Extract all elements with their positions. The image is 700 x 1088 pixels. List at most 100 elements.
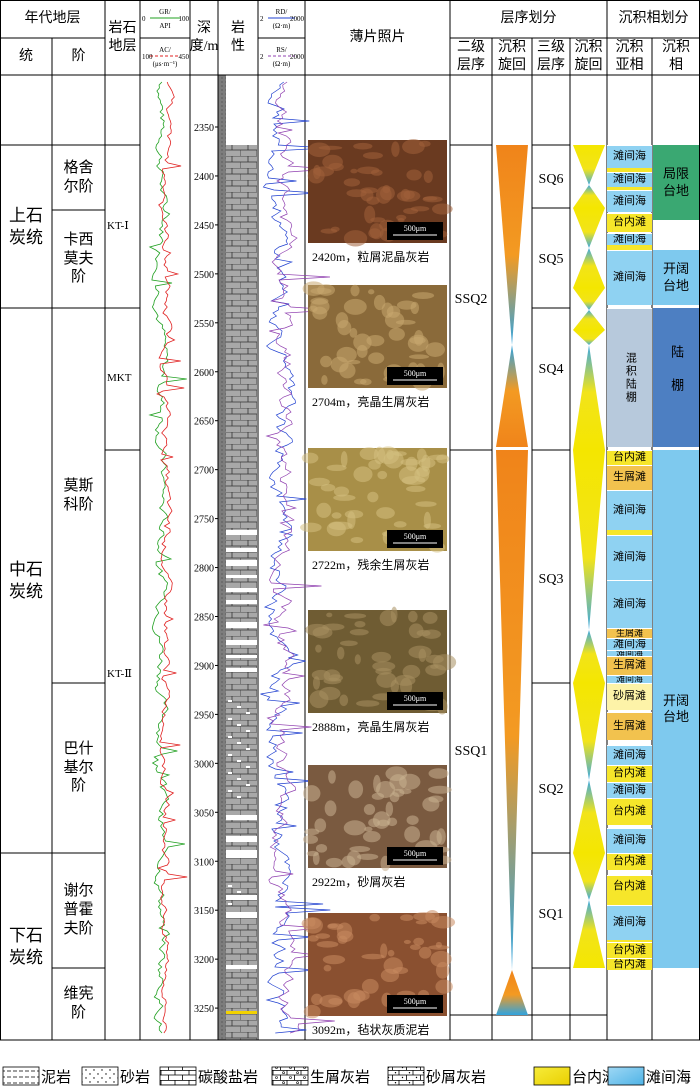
lithology-clast: [237, 742, 241, 744]
photo-grain: [319, 994, 343, 1008]
photo-grain: [353, 990, 370, 1001]
photo-grain: [335, 312, 349, 329]
ssq-label: SSQ1: [454, 744, 488, 760]
photo-grain: [344, 613, 367, 619]
photo-grain: [328, 770, 336, 784]
header-cell: 统: [19, 48, 33, 64]
lithology-clast: [228, 736, 232, 738]
photo-grain: [362, 152, 383, 160]
scale-bar-label: 500μm: [404, 369, 427, 378]
legend-label: 滩间海: [646, 1069, 691, 1086]
photo-caption: 2420m，粒屑泥晶灰岩: [312, 249, 429, 264]
subfacies-box: 滩间海: [607, 190, 652, 212]
series-label: 中石炭统: [9, 560, 43, 601]
subfacies-box: 滩间海: [607, 250, 652, 305]
scale-bar-label: 500μm: [404, 224, 427, 233]
photo-grain: [339, 640, 358, 647]
subfacies-box: 滩间海: [607, 782, 652, 798]
photo-grain: [418, 458, 436, 469]
legend-label: 碳酸盐岩: [198, 1069, 258, 1086]
photo-grain: [312, 851, 320, 866]
photo-grain: [415, 501, 437, 507]
cycle-triangle: [573, 683, 605, 780]
stage-label: 莫斯科阶: [63, 477, 94, 513]
header-cell: 沉积旋回: [498, 40, 526, 73]
photo-grain: [337, 646, 345, 660]
photo-grain: [343, 298, 367, 315]
lithology-clast: [237, 778, 241, 780]
photo-grain: [353, 333, 372, 351]
photo-grain: [370, 169, 383, 176]
photo-grain: [343, 820, 366, 836]
photo-grain: [423, 170, 433, 183]
photo-grain: [328, 162, 344, 171]
depth-tick-label: 3050: [194, 808, 214, 819]
photo-grain: [304, 828, 320, 836]
log-min: 0: [142, 15, 146, 23]
photo-grain: [428, 785, 452, 794]
subfacies-box: 台内滩: [607, 450, 652, 465]
depth-tick-label: 2600: [194, 368, 214, 379]
cycle-triangle: [573, 345, 605, 450]
depth-tick-label: 2750: [194, 515, 214, 526]
log-max: 450: [179, 53, 190, 61]
subfacies-band: [607, 530, 652, 535]
log-max: 100: [179, 15, 190, 23]
lithology-band: [226, 560, 257, 566]
subfacies-band: [607, 940, 652, 942]
log-min: 100: [142, 53, 153, 61]
photo-grain: [325, 857, 343, 868]
log-curve: [156, 81, 188, 1034]
photo-grain: [311, 993, 323, 1006]
cycle-triangle: [573, 310, 605, 330]
subfacies-box: 台内滩: [607, 875, 652, 898]
lithology-band: [226, 965, 257, 969]
lithology-band: [226, 850, 257, 858]
photo-grain: [386, 305, 401, 318]
lithology-clast: [237, 724, 241, 726]
lithology-band: [226, 548, 257, 552]
photo-grain: [315, 933, 331, 939]
photo-grain: [380, 943, 388, 959]
scale-bar-label: 500μm: [404, 849, 427, 858]
photo-grain: [327, 923, 339, 929]
photo-grain: [404, 826, 421, 843]
photo-grain: [428, 768, 449, 779]
subfacies-box: 滩间海: [607, 638, 652, 650]
formation-label: KT-Ⅱ: [107, 668, 132, 681]
photo-grain: [315, 844, 328, 853]
photo-grain: [400, 914, 414, 922]
photo-grain: [302, 281, 325, 296]
photo-grain: [369, 913, 381, 922]
depth-tick-label: 3150: [194, 906, 214, 917]
lithology-band: [226, 622, 257, 628]
legend-swatch: [533, 1066, 571, 1086]
photo-grain: [347, 359, 361, 365]
photo-grain: [328, 521, 353, 531]
photo-grain: [385, 801, 394, 817]
photo-grain: [428, 795, 444, 803]
photo-grain: [396, 300, 417, 310]
photo-grain: [313, 166, 335, 177]
photo-caption: 3092m，毡状灰质泥岩: [312, 1022, 429, 1037]
photo-grain: [403, 939, 411, 944]
photo-grain: [408, 354, 430, 360]
photo-grain: [316, 502, 332, 518]
facies-box: 陆棚: [653, 308, 699, 447]
photo-grain: [376, 507, 395, 519]
photo-grain: [315, 644, 322, 653]
photo-grain: [314, 818, 327, 833]
lithology-clast: [228, 718, 232, 720]
photo-grain: [320, 228, 338, 234]
photo-grain: [323, 964, 332, 972]
photo-grain: [323, 677, 342, 685]
photo-grain: [363, 804, 376, 815]
depth-tick-label: 2500: [194, 270, 214, 281]
subfacies-band: [607, 898, 652, 905]
depth-tick-label: 3200: [194, 955, 214, 966]
photo-grain: [303, 785, 321, 802]
photo-grain: [406, 815, 419, 825]
photo-grain: [430, 664, 439, 669]
lithology-band: [226, 668, 257, 672]
lithology-strip: [218, 75, 226, 1040]
